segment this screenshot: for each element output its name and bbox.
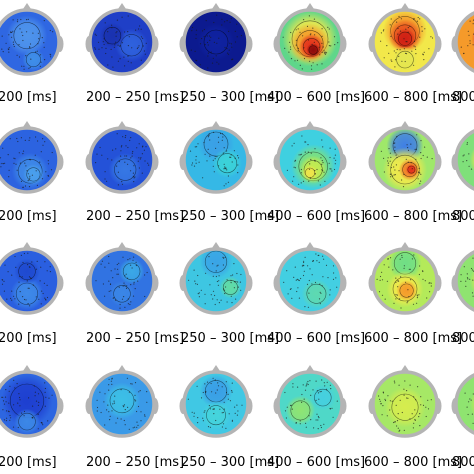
scalp-map <box>85 3 159 76</box>
time-window-label: 200 – 250 [ms] <box>86 90 184 105</box>
scalp-map <box>451 10 474 74</box>
scalp-map <box>273 121 347 194</box>
scalp-map <box>0 365 64 438</box>
head-outline <box>88 370 156 438</box>
time-window-label: 600 – 800 [ms] <box>364 455 462 470</box>
head-outline <box>88 8 156 76</box>
time-window-label: 600 – 800 [ms] <box>364 331 462 346</box>
time-window-label: 8000 <box>452 455 474 470</box>
time-window-label: 8000 <box>452 331 474 346</box>
head-outline <box>182 370 250 438</box>
head-outline <box>454 129 474 191</box>
time-window-label: 400 – 600 [ms] <box>267 331 365 346</box>
scalp-map <box>368 121 442 194</box>
time-window-label: 8000 <box>452 209 474 224</box>
scalp-map <box>85 242 159 315</box>
time-window-label: 0 – 200 [ms] <box>0 331 57 346</box>
scalp-map <box>368 3 442 76</box>
time-window-label: 0 – 200 [ms] <box>0 455 57 470</box>
scalp-map <box>0 242 64 315</box>
time-window-label: 200 – 250 [ms] <box>86 455 184 470</box>
head-outline <box>371 247 439 315</box>
scalp-map <box>451 128 474 192</box>
scalp-map <box>85 365 159 438</box>
head-outline <box>0 8 61 76</box>
time-window-label: 8000 <box>452 90 474 105</box>
time-window-label: 400 – 600 [ms] <box>267 209 365 224</box>
time-window-label: 400 – 600 [ms] <box>267 90 365 105</box>
head-outline <box>88 247 156 315</box>
head-outline <box>182 8 250 76</box>
scalp-map <box>273 242 347 315</box>
head-outline <box>371 126 439 194</box>
head-outline <box>0 126 61 194</box>
time-window-label: 400 – 600 [ms] <box>267 455 365 470</box>
scalp-map <box>451 372 474 436</box>
time-window-label: 200 – 250 [ms] <box>86 209 184 224</box>
head-outline <box>0 370 61 438</box>
scalp-map <box>0 121 64 194</box>
head-outline <box>454 11 474 73</box>
scalp-map <box>179 3 253 76</box>
head-outline <box>454 250 474 312</box>
head-outline <box>88 126 156 194</box>
head-outline <box>371 8 439 76</box>
time-window-label: 250 – 300 [ms] <box>181 331 279 346</box>
head-outline <box>182 126 250 194</box>
head-outline <box>276 370 344 438</box>
head-outline <box>371 370 439 438</box>
scalp-map <box>368 242 442 315</box>
scalp-map <box>85 121 159 194</box>
time-window-label: 600 – 800 [ms] <box>364 90 462 105</box>
time-window-label: 0 – 200 [ms] <box>0 209 57 224</box>
scalp-map <box>368 365 442 438</box>
time-window-label: 600 – 800 [ms] <box>364 209 462 224</box>
time-window-label: 250 – 300 [ms] <box>181 455 279 470</box>
head-outline <box>0 247 61 315</box>
time-window-label: 0 – 200 [ms] <box>0 90 57 105</box>
head-outline <box>276 126 344 194</box>
scalp-map <box>451 249 474 313</box>
head-outline <box>454 373 474 435</box>
scalp-map <box>273 3 347 76</box>
scalp-map <box>273 365 347 438</box>
head-outline <box>276 8 344 76</box>
head-outline <box>276 247 344 315</box>
scalp-map <box>179 121 253 194</box>
scalp-map <box>179 242 253 315</box>
time-window-label: 250 – 300 [ms] <box>181 90 279 105</box>
scalp-map <box>0 3 64 76</box>
time-window-label: 250 – 300 [ms] <box>181 209 279 224</box>
scalp-map <box>179 365 253 438</box>
head-outline <box>182 247 250 315</box>
time-window-label: 200 – 250 [ms] <box>86 331 184 346</box>
